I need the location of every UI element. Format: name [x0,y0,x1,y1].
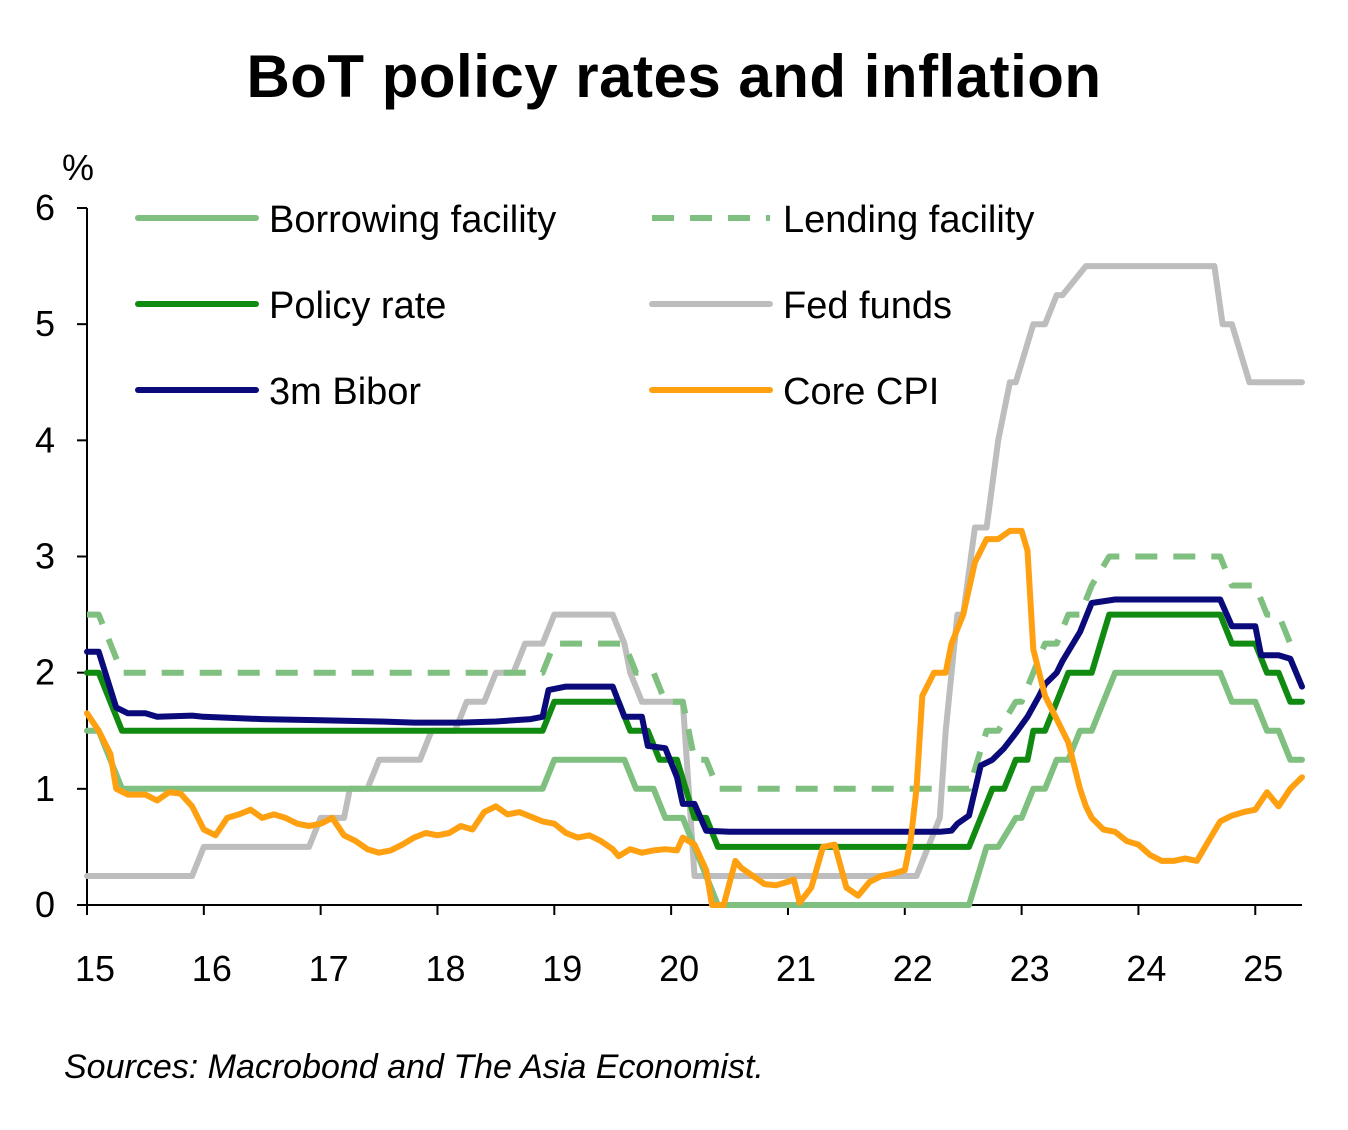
y-tick-label: 3 [35,536,55,577]
y-axis-unit-label: % [62,147,94,188]
legend-label-3m-bibor: 3m Bibor [269,371,421,413]
legend-label-borrowing-facility: Borrowing facility [269,199,556,241]
y-tick-label: 0 [35,884,55,925]
legend-label-core-cpi: Core CPI [783,371,939,413]
x-tick-label: 24 [1126,948,1166,989]
legend-label-policy-rate: Policy rate [269,285,446,327]
series-line-core-cpi [84,527,1305,908]
series-line-borrowing-facility [84,669,1305,908]
legend-label-lending-facility: Lending facility [783,199,1034,241]
x-tick-label: 15 [75,948,115,989]
series-lines [84,263,1305,908]
x-tick-label: 18 [425,948,465,989]
source-note: Sources: Macrobond and The Asia Economis… [64,1048,764,1086]
legend-label-fed-funds: Fed funds [783,285,952,327]
series-line-3m-bibor [84,596,1305,835]
x-tick-label: 20 [659,948,699,989]
x-tick-label: 19 [542,948,582,989]
x-tick-label: 25 [1243,948,1283,989]
x-tick-label: 16 [192,948,232,989]
series-line-fed-funds [84,263,1305,879]
y-tick-label: 6 [35,187,55,228]
y-tick-label: 5 [35,303,55,344]
y-tick-label: 1 [35,768,55,809]
series-line-policy-rate [84,611,1305,850]
y-tick-label: 2 [35,652,55,693]
y-tick-label: 4 [35,419,55,460]
x-tick-label: 21 [776,948,816,989]
x-tick-label: 17 [309,948,349,989]
x-tick-label: 23 [1010,948,1050,989]
x-tick-label: 22 [893,948,933,989]
chart-title: BoT policy rates and inflation [246,43,1102,110]
legend: Borrowing facility Lending facility Policy… [135,199,1034,413]
